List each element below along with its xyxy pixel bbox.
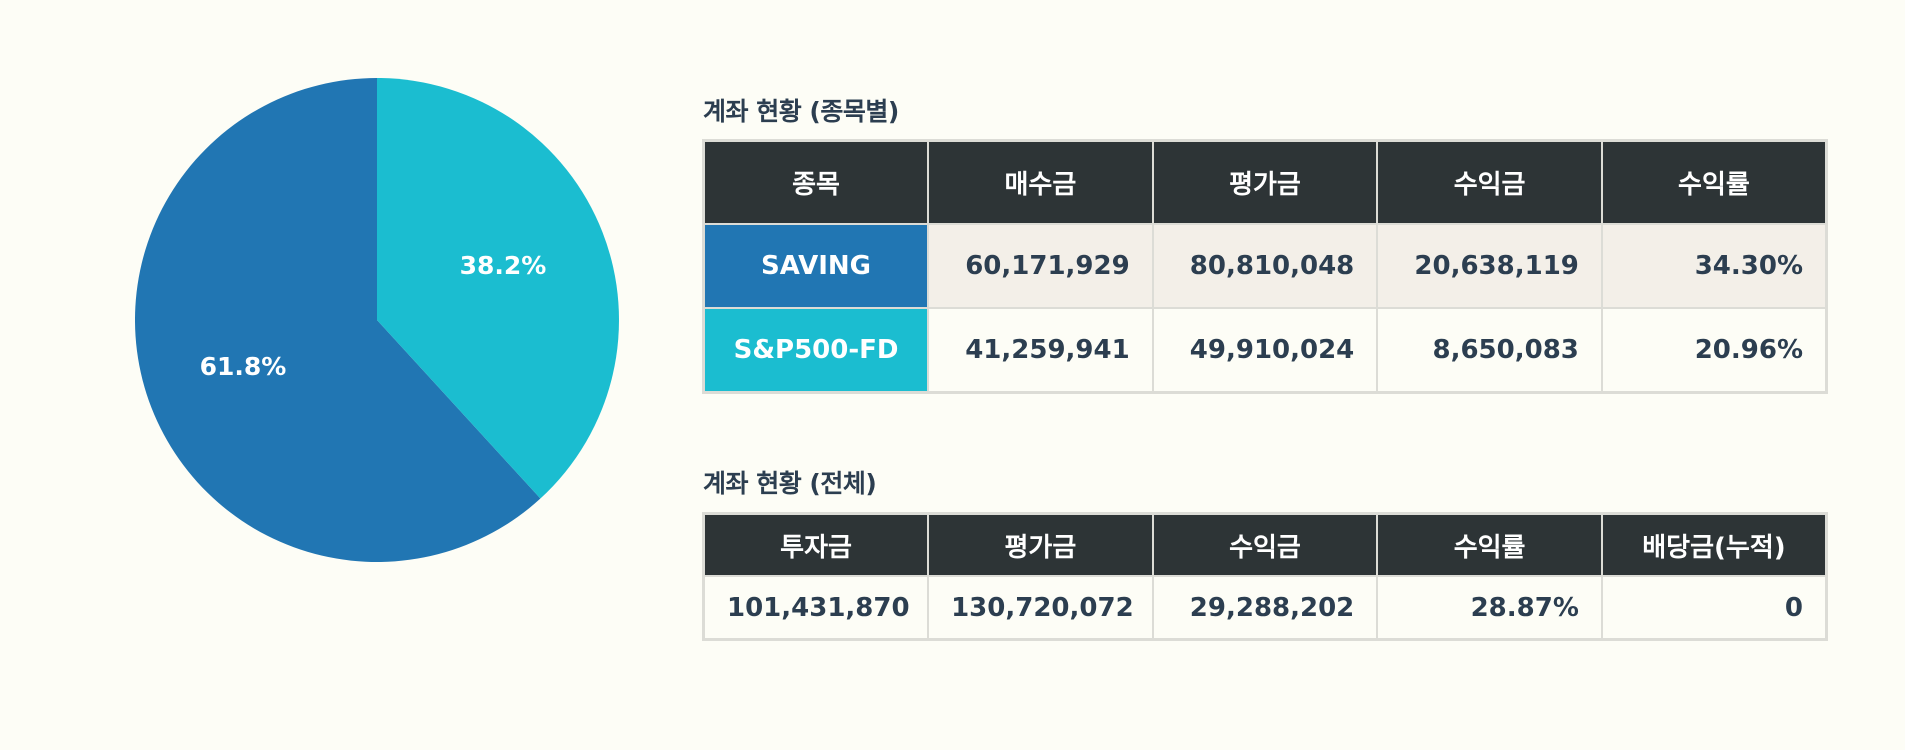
- profit-rate: 28.87%: [1376, 575, 1603, 641]
- pie-label-sp500: 38.2%: [460, 251, 547, 280]
- header-item: 종목: [702, 139, 930, 225]
- item-name-saving: SAVING: [702, 223, 930, 309]
- buy-amount: 60,171,929: [927, 223, 1154, 309]
- eval-amount: 80,810,048: [1151, 223, 1379, 309]
- total-title: 계좌 현황 (전체): [703, 469, 877, 498]
- dividend-amount: 0: [1600, 575, 1828, 641]
- pie-label-saving: 61.8%: [200, 352, 287, 381]
- total-header-row: 투자금 평가금 수익금 수익률 배당금(누적): [702, 512, 1828, 577]
- eval-amount: 49,910,024: [1151, 307, 1379, 394]
- header-dividend: 배당금(누적): [1600, 512, 1828, 577]
- by-item-title: 계좌 현황 (종목별): [703, 97, 899, 126]
- header-buy: 매수금: [927, 139, 1154, 225]
- header-profit: 수익금: [1376, 139, 1603, 225]
- profit-amount: 8,650,083: [1376, 307, 1603, 394]
- table-row: 101,431,870 130,720,072 29,288,202 28.87…: [702, 575, 1828, 641]
- total-table: 투자금 평가금 수익금 수익률 배당금(누적) 101,431,870 130,…: [702, 512, 1828, 641]
- pie-slice-saving[interactable]: [135, 78, 541, 562]
- profit-amount: 20,638,119: [1376, 223, 1603, 309]
- header-eval: 평가금: [927, 512, 1154, 577]
- allocation-pie-chart: 38.2% 61.8%: [135, 78, 619, 562]
- header-invest: 투자금: [702, 512, 930, 577]
- profit-rate: 20.96%: [1600, 307, 1828, 394]
- table-row: S&P500-FD 41,259,941 49,910,024 8,650,08…: [702, 307, 1828, 394]
- invest-amount: 101,431,870: [702, 575, 930, 641]
- pie-svg: 38.2% 61.8%: [135, 78, 619, 562]
- header-rate: 수익률: [1376, 512, 1603, 577]
- header-profit: 수익금: [1151, 512, 1379, 577]
- header-eval: 평가금: [1151, 139, 1379, 225]
- pie-slice-sp500[interactable]: [377, 78, 619, 499]
- eval-amount: 130,720,072: [927, 575, 1154, 641]
- buy-amount: 41,259,941: [927, 307, 1154, 394]
- by-item-table: 종목 매수금 평가금 수익금 수익률 SAVING 60,171,929 80,…: [702, 139, 1828, 394]
- table-row: SAVING 60,171,929 80,810,048 20,638,119 …: [702, 223, 1828, 309]
- profit-rate: 34.30%: [1600, 223, 1828, 309]
- profit-amount: 29,288,202: [1151, 575, 1379, 641]
- by-item-header-row: 종목 매수금 평가금 수익금 수익률: [702, 139, 1828, 225]
- item-name-sp500: S&P500-FD: [702, 307, 930, 394]
- header-rate: 수익률: [1600, 139, 1828, 225]
